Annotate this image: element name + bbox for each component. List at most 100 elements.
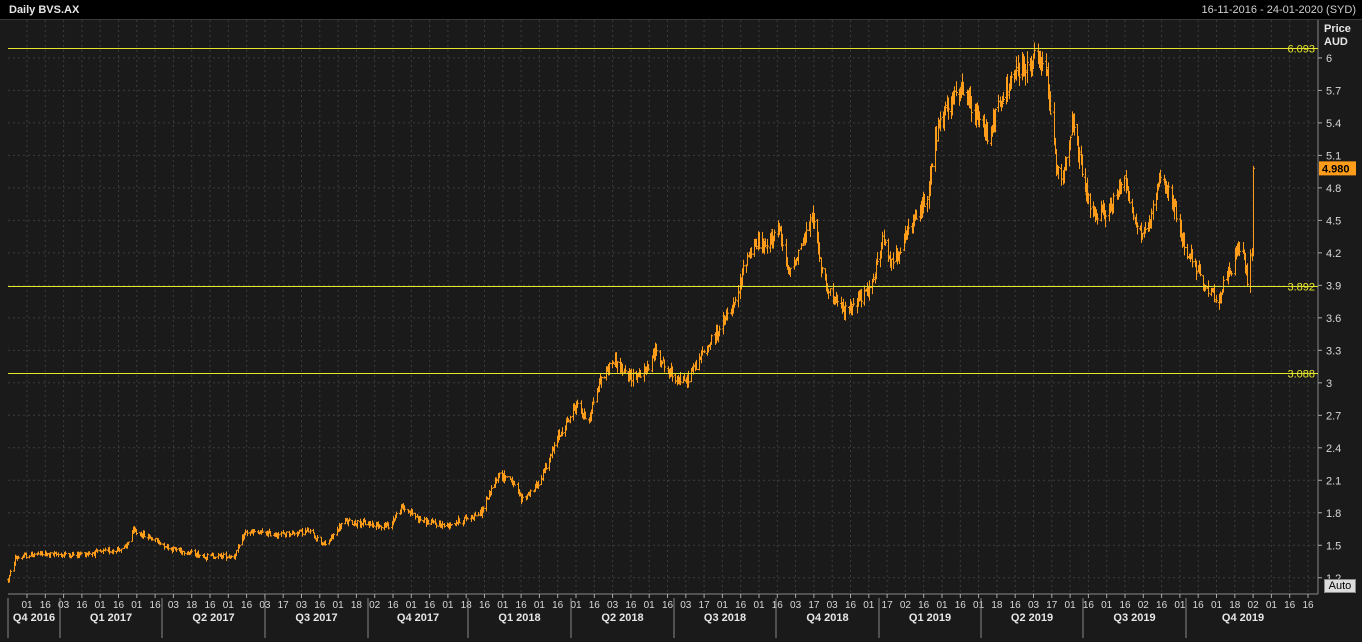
x-day-label: 16 xyxy=(204,600,216,611)
x-day-label: 01 xyxy=(497,600,509,611)
quarter-label: Q2 2018 xyxy=(601,612,643,624)
x-day-label: 16 xyxy=(387,600,399,611)
x-day-label: 16 xyxy=(1302,600,1314,611)
y-tick-label: 1.5 xyxy=(1326,540,1341,552)
x-day-label: 17 xyxy=(278,600,290,611)
x-day-label: 17 xyxy=(699,600,711,611)
y-tick-label: 4.2 xyxy=(1326,248,1341,260)
x-day-label: 16 xyxy=(479,600,491,611)
x-day-label: 16 xyxy=(918,600,930,611)
x-day-label: 18 xyxy=(461,600,473,611)
x-day-label: 16 xyxy=(113,600,125,611)
x-day-label: 16 xyxy=(955,600,967,611)
x-day-label: 01 xyxy=(1101,600,1113,611)
quarter-label: Q1 2017 xyxy=(90,612,132,624)
y-axis-header: Price AUD xyxy=(1324,23,1351,49)
x-day-label: 16 xyxy=(772,600,784,611)
y-tick-label: 3.3 xyxy=(1326,345,1341,357)
x-day-label: 03 xyxy=(827,600,839,611)
x-day-label: 16 xyxy=(1193,600,1205,611)
x-day-label: 16 xyxy=(552,600,564,611)
x-day-label: 16 xyxy=(1156,600,1168,611)
y-tick-label: 5.7 xyxy=(1326,85,1341,97)
x-day-label: 01 xyxy=(644,600,656,611)
x-day-label: 16 xyxy=(76,600,88,611)
x-day-label: 02 xyxy=(900,600,912,611)
x-day-label: 16 xyxy=(424,600,436,611)
x-day-label: 03 xyxy=(607,600,619,611)
x-day-label: 03 xyxy=(296,600,308,611)
x-day-label: 01 xyxy=(406,600,418,611)
y-tick-label: 2.4 xyxy=(1326,443,1341,455)
x-day-label: 03 xyxy=(58,600,70,611)
last-price-label: 4.980 xyxy=(1322,163,1350,175)
x-day-label: 18 xyxy=(991,600,1003,611)
x-day-label: 01 xyxy=(333,600,345,611)
quarter-label: Q4 2017 xyxy=(397,612,439,624)
x-day-label: 16 xyxy=(1083,600,1095,611)
x-day-label: 03 xyxy=(790,600,802,611)
quarter-label: Q2 2017 xyxy=(192,612,234,624)
x-day-label: 16 xyxy=(1284,600,1296,611)
x-day-label: 01 xyxy=(21,600,33,611)
x-day-label: 02 xyxy=(1138,600,1150,611)
x-day-label: 01 xyxy=(936,600,948,611)
x-day-label: 16 xyxy=(150,600,162,611)
x-day-label: 03 xyxy=(1028,600,1040,611)
x-day-label: 02 xyxy=(1248,600,1260,611)
x-day-label: 01 xyxy=(717,600,729,611)
auto-scale-button[interactable]: Auto xyxy=(1324,579,1356,593)
x-day-label: 01 xyxy=(534,600,546,611)
x-day-label: 01 xyxy=(131,600,143,611)
y-tick-label: 4.5 xyxy=(1326,215,1341,227)
quarter-label: Q4 2016 xyxy=(13,612,55,624)
x-day-label: 16 xyxy=(314,600,326,611)
x-day-label: 16 xyxy=(40,600,52,611)
quarter-label: Q3 2019 xyxy=(1113,612,1155,624)
x-day-label: 16 xyxy=(662,600,674,611)
quarter-label: Q3 2017 xyxy=(295,612,337,624)
x-day-label: 16 xyxy=(845,600,857,611)
x-day-label: 17 xyxy=(808,600,820,611)
quarter-label: Q3 2018 xyxy=(704,612,746,624)
plot-area[interactable] xyxy=(8,20,1318,594)
x-day-label: 01 xyxy=(570,600,582,611)
y-tick-label: 3.9 xyxy=(1326,280,1341,292)
series-legend[interactable]: BarOHLC, BVS.AX, Trade Price, 27-11-2019… xyxy=(16,23,380,35)
y-tick-label: 1.8 xyxy=(1326,508,1341,520)
x-day-label: 16 xyxy=(241,600,253,611)
x-day-label: 18 xyxy=(1229,600,1241,611)
y-axis-title: Price xyxy=(1324,23,1351,35)
series-icon xyxy=(16,23,26,33)
x-day-label: 03 xyxy=(259,600,271,611)
y-tick-labels: 1.21.51.82.12.42.733.33.63.94.24.54.85.1… xyxy=(1318,53,1341,585)
x-day-label: 01 xyxy=(973,600,985,611)
x-day-label: 17 xyxy=(882,600,894,611)
x-day-label: 18 xyxy=(351,600,363,611)
x-day-label: 01 xyxy=(1065,600,1077,611)
chart-title: Daily BVS.AX xyxy=(9,4,80,16)
x-day-labels: 01 16 03 16 01 16 01 16 03 18 16 01 16 03 17 03 16 01 18 02… xyxy=(21,594,1314,611)
x-day-label: 01 xyxy=(753,600,765,611)
x-day-label: 17 xyxy=(1046,600,1058,611)
x-day-label: 16 xyxy=(1010,600,1022,611)
x-day-label: 16 xyxy=(735,600,747,611)
last-price-badge xyxy=(1319,161,1356,176)
y-tick-label: 5.4 xyxy=(1326,118,1341,130)
y-tick-label: 4.8 xyxy=(1326,183,1341,195)
date-range-label: 16-11-2016 - 24-01-2020 (SYD) xyxy=(1201,4,1357,16)
x-day-label: 03 xyxy=(680,600,692,611)
x-day-label: 16 xyxy=(516,600,528,611)
x-day-label: 01 xyxy=(223,600,235,611)
quarter-label: Q1 2018 xyxy=(498,612,540,624)
quarter-label: Q1 2019 xyxy=(909,612,951,624)
y-tick-label: 5.1 xyxy=(1326,150,1341,162)
y-tick-label: 2.1 xyxy=(1326,475,1341,487)
x-day-label: 01 xyxy=(442,600,454,611)
x-day-label: 01 xyxy=(863,600,875,611)
y-tick-label: 3.6 xyxy=(1326,313,1341,325)
quarter-label: Q2 2019 xyxy=(1011,612,1053,624)
x-day-label: 02 xyxy=(369,600,381,611)
x-day-label: 18 xyxy=(186,600,198,611)
